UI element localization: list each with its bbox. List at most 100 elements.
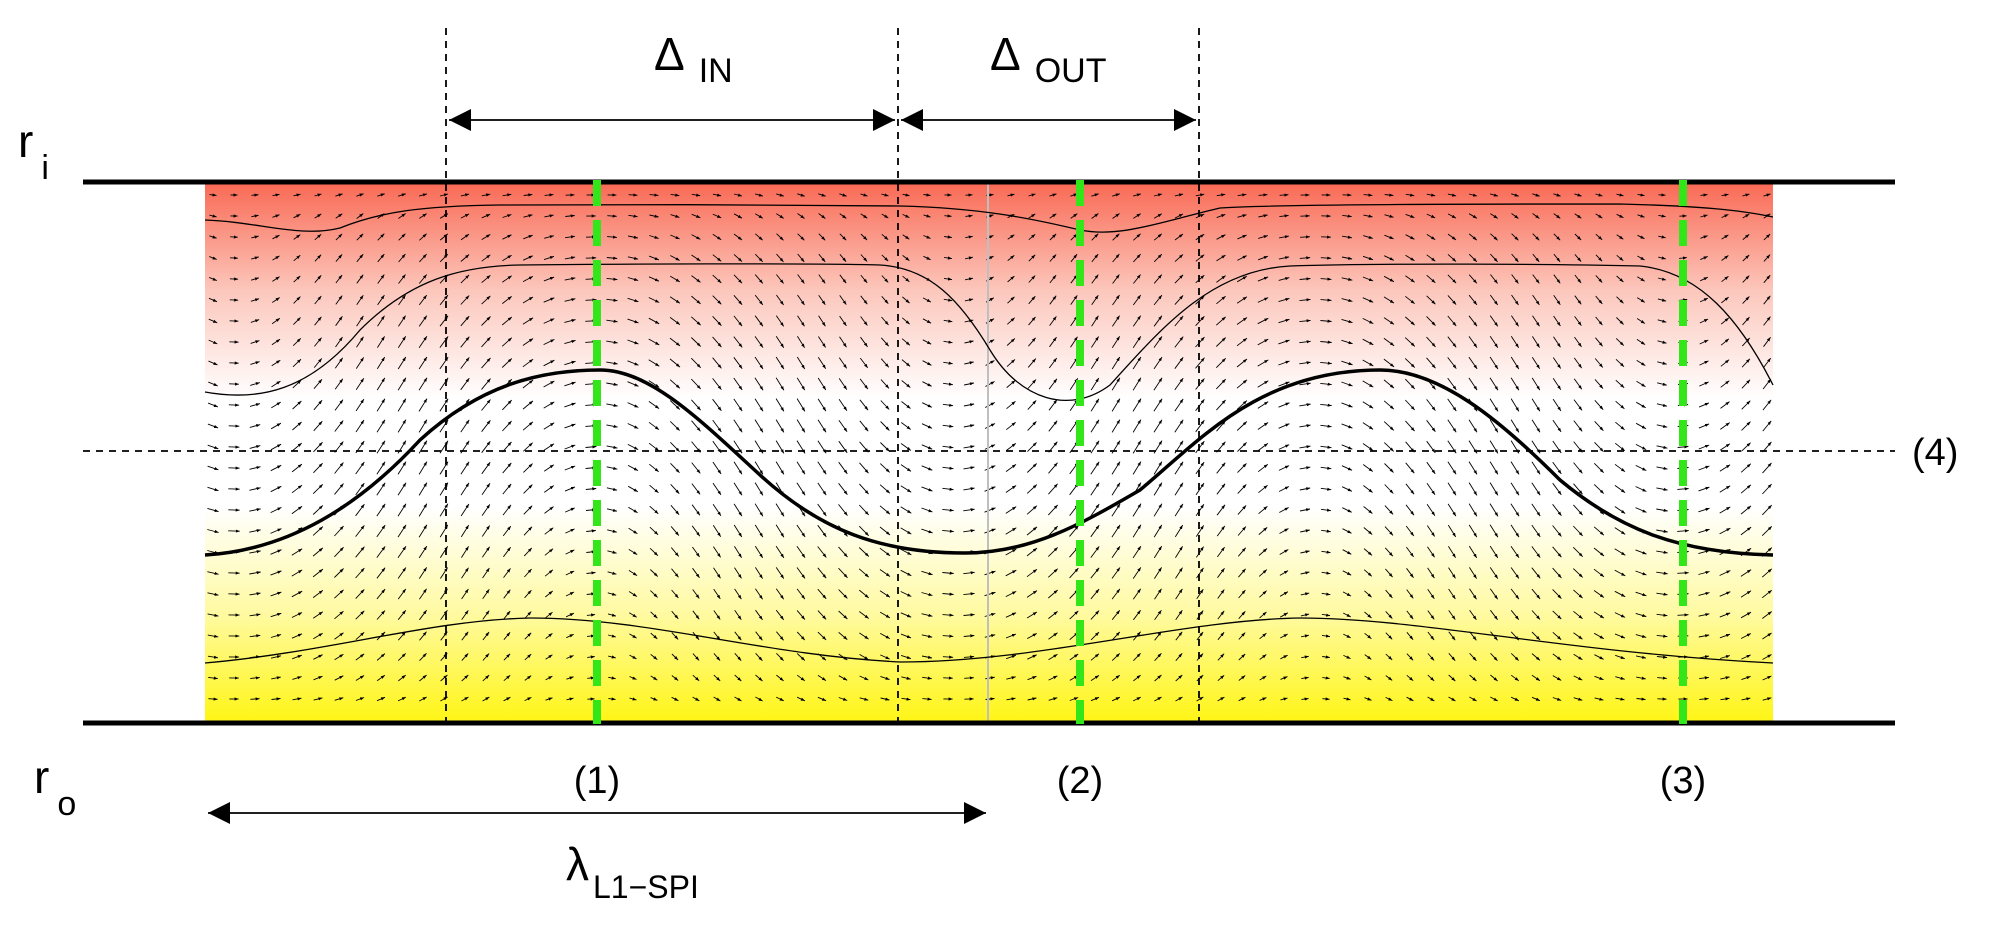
velocity-vector — [964, 319, 974, 323]
velocity-vector — [797, 274, 805, 284]
velocity-vector — [1553, 274, 1561, 284]
velocity-vector — [1174, 233, 1184, 241]
velocity-vector — [1216, 295, 1226, 305]
velocity-vector — [544, 235, 554, 239]
velocity-vector — [439, 294, 449, 306]
velocity-vector — [1278, 339, 1290, 345]
marker-4-label: (4) — [1912, 432, 1958, 474]
velocity-vector — [251, 256, 259, 260]
velocity-vector — [733, 193, 743, 197]
velocity-vector — [1404, 358, 1416, 368]
velocity-vector — [754, 356, 764, 370]
velocity-vector — [481, 316, 491, 326]
velocity-vector — [209, 256, 217, 260]
velocity-vector — [397, 377, 407, 391]
velocity-vector — [356, 274, 364, 284]
velocity-vector — [649, 214, 659, 218]
velocity-vector — [881, 193, 889, 197]
velocity-vector — [1595, 233, 1603, 241]
velocity-vector — [922, 360, 932, 366]
velocity-vector — [481, 336, 491, 348]
velocity-vector — [1574, 274, 1582, 284]
velocity-vector — [754, 274, 764, 284]
velocity-vector — [1531, 356, 1541, 370]
velocity-vector — [754, 315, 764, 327]
velocity-vector — [669, 379, 681, 389]
velocity-vector — [1070, 253, 1078, 263]
velocity-vector — [1677, 613, 1689, 617]
velocity-vector — [1720, 338, 1730, 346]
velocity-vector — [690, 378, 702, 390]
velocity-vector — [1762, 357, 1772, 369]
velocity-vector — [1028, 213, 1036, 219]
velocity-vector — [356, 315, 364, 327]
outer-radius-label: ro — [34, 751, 76, 823]
velocity-vector — [860, 254, 868, 262]
velocity-vector — [377, 274, 385, 284]
velocity-vector — [1132, 356, 1142, 370]
velocity-vector — [648, 338, 660, 346]
velocity-vector — [1257, 317, 1269, 325]
velocity-vector — [419, 253, 427, 263]
velocity-vector — [1721, 234, 1729, 240]
velocity-vector — [1447, 295, 1457, 305]
velocity-vector — [1007, 234, 1015, 240]
velocity-vector — [564, 339, 576, 345]
velocity-vector — [1257, 255, 1269, 261]
velocity-vector — [817, 377, 827, 391]
velocity-vector — [501, 316, 513, 326]
velocity-vector — [1595, 254, 1603, 262]
velocity-vector — [754, 253, 764, 263]
velocity-vector — [335, 316, 343, 326]
velocity-vector — [606, 319, 618, 323]
velocity-vector — [670, 193, 680, 197]
velocity-vector — [1091, 233, 1099, 241]
velocity-vector — [1447, 233, 1457, 241]
velocity-vector — [1721, 193, 1729, 197]
velocity-vector — [1341, 360, 1353, 366]
velocity-vector — [208, 381, 218, 387]
velocity-vector — [1636, 360, 1646, 366]
velocity-vector — [1195, 295, 1205, 305]
velocity-vector — [544, 214, 554, 218]
velocity-vector — [1426, 357, 1436, 369]
velocity-vector — [1216, 316, 1226, 326]
velocity-vector — [1278, 256, 1290, 260]
velocity-vector — [398, 315, 406, 327]
velocity-vector — [1153, 336, 1163, 348]
velocity-vector — [502, 214, 512, 218]
velocity-vector — [398, 233, 406, 241]
velocity-vector — [1007, 317, 1015, 325]
velocity-vector — [1007, 296, 1015, 304]
velocity-vector — [1195, 193, 1205, 197]
velocity-vector — [1362, 359, 1374, 367]
velocity-vector — [627, 297, 639, 303]
velocity-vector — [335, 254, 343, 262]
velocity-vector — [1679, 256, 1687, 260]
velocity-vector — [733, 274, 743, 284]
velocity-vector — [1741, 337, 1751, 347]
velocity-vector — [1552, 357, 1562, 369]
velocity-vector — [1637, 214, 1645, 218]
velocity-vector — [606, 277, 618, 281]
velocity-vector — [1112, 233, 1120, 241]
velocity-vector — [860, 213, 868, 219]
velocity-vector — [755, 233, 763, 241]
velocity-vector — [627, 318, 639, 324]
velocity-vector — [901, 338, 911, 346]
velocity-vector — [1468, 274, 1478, 284]
velocity-vector — [1721, 296, 1729, 304]
velocity-vector — [1594, 379, 1604, 389]
velocity-vector — [1174, 357, 1184, 369]
velocity-vector — [1132, 336, 1142, 348]
velocity-vector — [481, 193, 491, 197]
velocity-vector — [818, 213, 826, 219]
velocity-vector — [1426, 193, 1436, 197]
velocity-vector — [797, 213, 805, 219]
velocity-vector — [1049, 316, 1057, 326]
velocity-vector — [1553, 213, 1561, 219]
velocity-vector — [418, 274, 428, 284]
velocity-vector — [1341, 381, 1353, 387]
velocity-vector — [481, 295, 491, 305]
velocity-vector — [1174, 336, 1184, 348]
